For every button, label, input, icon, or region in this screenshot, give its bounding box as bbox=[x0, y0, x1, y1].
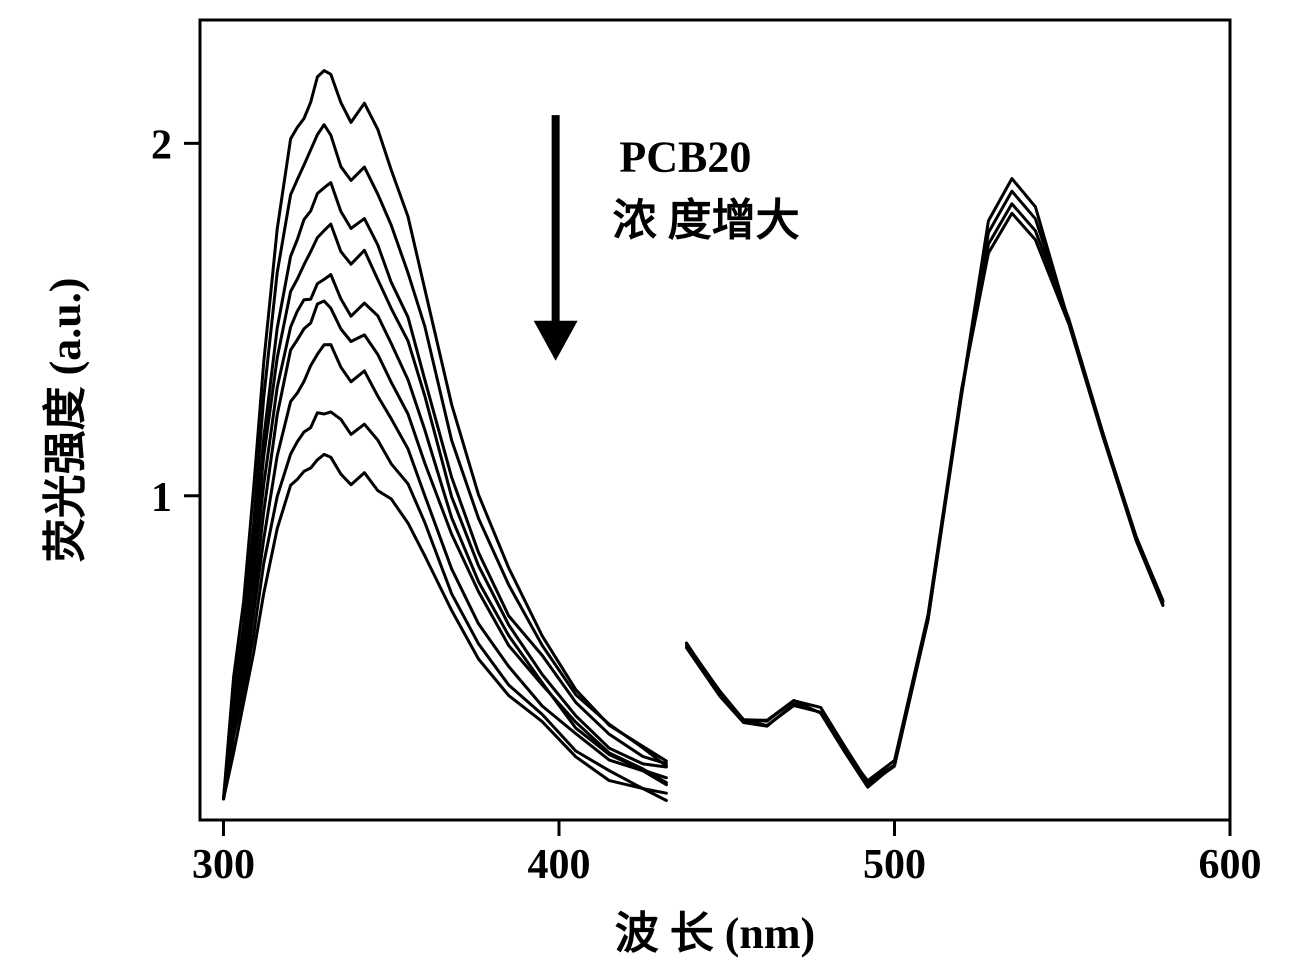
svg-text:400: 400 bbox=[527, 842, 590, 888]
svg-text:2: 2 bbox=[151, 122, 172, 168]
svg-text:1: 1 bbox=[151, 475, 172, 521]
y-axis-title: 荧光强度 (a.u.) bbox=[41, 278, 90, 563]
chart-container: 300400500600 12 PCB20 浓 度增大 波 长 (nm) 荧光强… bbox=[0, 0, 1294, 977]
x-axis-title: 波 长 (nm) bbox=[615, 909, 815, 958]
concentration-arrow bbox=[534, 115, 578, 361]
svg-text:500: 500 bbox=[863, 842, 926, 888]
annotation-line2: 浓 度增大 bbox=[613, 196, 800, 245]
y-ticks bbox=[184, 143, 200, 495]
svg-text:600: 600 bbox=[1199, 842, 1262, 888]
y-tick-labels: 12 bbox=[151, 122, 172, 520]
annotation-line1: PCB20 bbox=[619, 133, 751, 182]
spectra-chart: 300400500600 12 PCB20 浓 度增大 波 长 (nm) 荧光强… bbox=[0, 0, 1294, 977]
x-ticks bbox=[223, 820, 1230, 836]
svg-text:300: 300 bbox=[192, 842, 255, 888]
x-tick-labels: 300 400 500 600 bbox=[192, 842, 1262, 888]
